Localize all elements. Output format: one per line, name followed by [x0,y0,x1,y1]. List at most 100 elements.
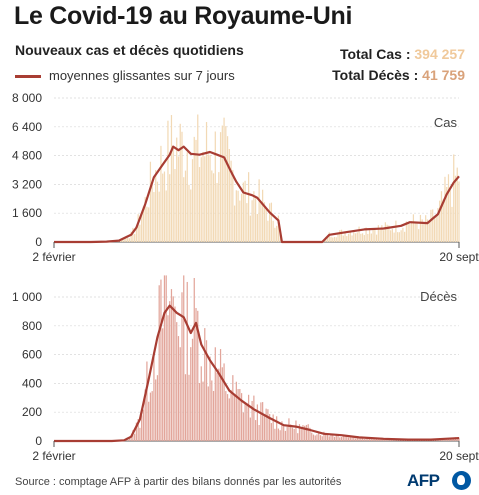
daily-bar [353,232,355,242]
total-deaths-value: 41 759 [422,67,465,83]
daily-bar [302,425,304,441]
daily-bar [305,424,308,441]
daily-bar [240,193,243,242]
daily-bar [212,173,215,242]
daily-bar [291,427,294,441]
daily-bar [156,375,159,441]
daily-bar [342,436,344,441]
daily-bar [214,131,216,242]
daily-bar [174,169,176,242]
daily-bar [444,439,446,441]
daily-bar [446,439,448,441]
y-tick-label: 1 000 [12,290,42,304]
daily-bar [300,427,302,441]
daily-bar [386,224,388,242]
rolling-average-line [54,145,460,244]
daily-bar [414,221,416,242]
daily-bar [151,184,153,242]
daily-bar [177,156,180,242]
daily-bar [193,277,195,441]
daily-bar [360,233,362,242]
daily-bar [395,220,397,242]
daily-bar [411,221,413,242]
daily-bar [367,438,369,441]
daily-bar [207,386,209,441]
daily-bar [340,437,343,441]
daily-bar [179,347,181,441]
daily-bar [125,237,127,242]
daily-bar [372,228,374,242]
daily-bar [160,145,162,242]
daily-bar [405,221,408,242]
daily-bar [186,152,188,242]
daily-bar [256,213,258,242]
daily-bar [349,435,351,441]
daily-bar [304,425,306,441]
daily-bar [263,415,266,441]
daily-bar [142,409,145,441]
daily-bar [440,191,443,242]
daily-bar [139,224,141,242]
daily-bar [281,421,283,441]
daily-bar [163,275,166,441]
daily-bar [277,215,280,242]
daily-bar [430,209,432,242]
daily-bar [242,412,244,441]
daily-bar [276,225,278,242]
daily-bar [269,203,271,242]
daily-bar [151,391,153,441]
daily-bar [253,395,255,441]
daily-bar [163,171,166,242]
daily-bar [344,435,346,441]
daily-bar [174,306,176,441]
daily-bar [219,349,222,441]
daily-bar [195,308,197,441]
daily-bar [390,230,392,242]
daily-bar [128,238,131,242]
total-deaths: Total Décès : 41 759 [332,65,465,86]
daily-bar [379,439,381,441]
y-tick-label: 0 [35,235,42,249]
daily-bar [332,237,334,242]
daily-bar [179,123,181,242]
daily-bar [274,227,276,242]
daily-bar [458,437,460,441]
daily-bar [148,207,150,242]
daily-bar [142,206,145,242]
daily-bar [209,356,211,441]
y-tick-label: 200 [22,405,42,419]
daily-bar [288,418,290,441]
daily-bar [449,438,451,441]
daily-bar [332,435,334,441]
daily-bar [176,137,178,242]
daily-bar [270,423,273,441]
daily-bar [356,436,358,441]
daily-bar [135,422,138,441]
daily-bar [165,190,167,242]
daily-bar [456,439,458,441]
daily-bar [325,433,327,441]
daily-bar [139,427,141,441]
daily-bar [453,154,455,242]
daily-bar [256,404,258,441]
daily-bar [277,428,280,441]
daily-bar [346,236,348,242]
daily-bar [247,172,250,242]
daily-bar [262,189,264,242]
daily-bar [321,436,323,441]
daily-bar [205,122,208,242]
daily-bar [447,174,450,242]
daily-bar [272,414,274,441]
daily-bar [190,347,192,441]
daily-bar [449,190,451,242]
daily-bar [188,374,190,441]
daily-bar [232,375,234,441]
daily-bar [344,232,346,242]
daily-bar [391,439,393,441]
daily-bar [365,438,367,441]
daily-bar [311,432,313,441]
daily-bar [170,289,173,441]
daily-bar [137,214,139,242]
daily-bar [349,231,351,242]
daily-bar [195,139,197,242]
